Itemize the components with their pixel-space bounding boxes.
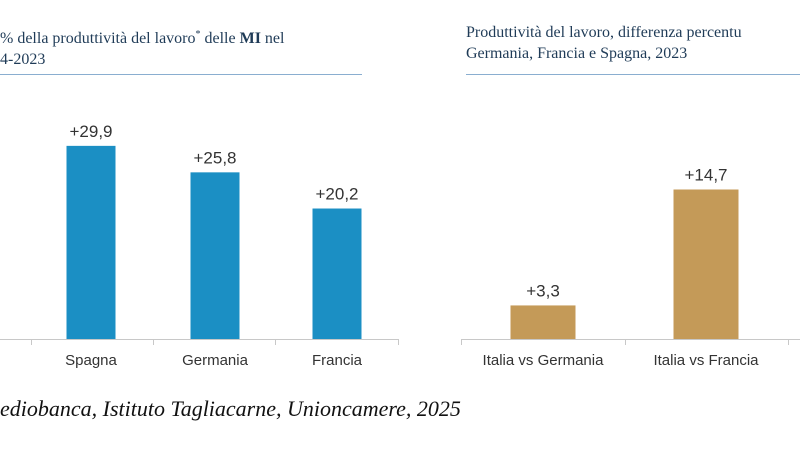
left-chart-title: % della produttività del lavoro* delle M…: [0, 24, 284, 70]
right-bar-chart: +3,3 Italia vs Germania +14,7 Italia vs Fra…: [461, 165, 800, 369]
left-bar-chart: +29,9 Spagna +25,8 Germania +20,2 Francia: [0, 122, 399, 369]
bar-francia: [312, 208, 362, 339]
category-label: Spagna: [65, 352, 117, 369]
left-title-bold: MI: [239, 30, 261, 47]
data-label: +3,3: [526, 281, 560, 300]
data-label: +20,2: [315, 185, 358, 204]
bar-italia-vs-germania: [510, 305, 576, 339]
source-note: ediobanca, Istituto Tagliacarne, Unionca…: [0, 396, 461, 421]
bar-spagna: [66, 145, 116, 339]
bar-italia-vs-francia: [673, 189, 739, 339]
data-label: +14,7: [684, 165, 727, 184]
left-title-text-post: nel: [260, 30, 285, 47]
category-label: Italia vs Germania: [483, 352, 605, 369]
left-title-line2: 4-2023: [0, 51, 46, 68]
data-label: +29,9: [69, 122, 112, 141]
left-title-rule: [0, 74, 362, 75]
right-chart-title: Produttività del lavoro, differenza perc…: [466, 22, 742, 64]
category-label: Francia: [312, 352, 363, 369]
left-title-text-mid: delle: [200, 30, 240, 47]
category-label: Germania: [182, 352, 249, 369]
right-title-line2: Germania, Francia e Spagna, 2023: [466, 45, 688, 62]
bar-germania: [190, 172, 240, 339]
right-title-line1: Produttività del lavoro, differenza perc…: [466, 24, 742, 41]
left-title-text: % della produttività del lavoro: [0, 30, 196, 47]
data-label: +25,8: [193, 148, 236, 167]
category-label: Italia vs Francia: [653, 352, 759, 369]
right-title-rule: [466, 74, 800, 75]
left-title-asterisk: *: [195, 29, 201, 40]
